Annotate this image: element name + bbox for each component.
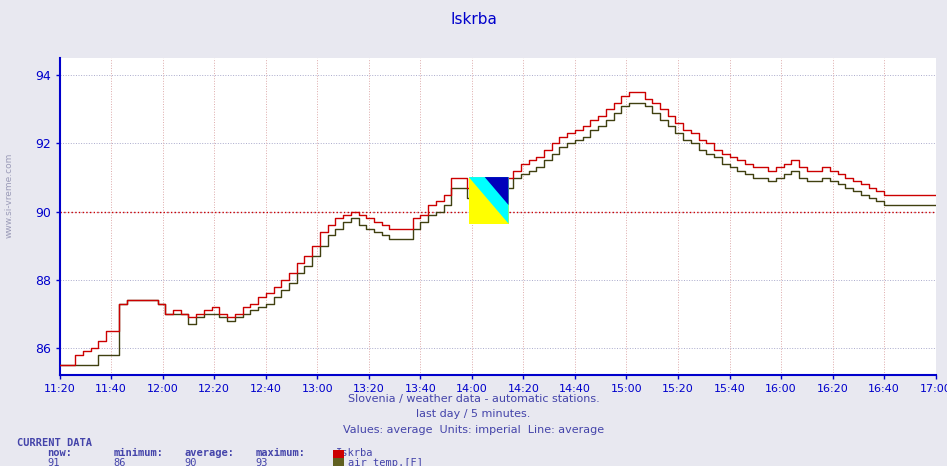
Text: maximum:: maximum: — [256, 448, 306, 458]
Text: Slovenia / weather data - automatic stations.: Slovenia / weather data - automatic stat… — [348, 394, 599, 404]
Text: 91: 91 — [47, 458, 60, 466]
Polygon shape — [469, 177, 509, 224]
Text: 93: 93 — [256, 458, 268, 466]
Text: Iskrba: Iskrba — [336, 448, 374, 458]
Text: CURRENT DATA: CURRENT DATA — [17, 438, 92, 448]
Text: average:: average: — [185, 448, 235, 458]
Text: Values: average  Units: imperial  Line: average: Values: average Units: imperial Line: av… — [343, 425, 604, 434]
Text: 90: 90 — [185, 458, 197, 466]
Text: www.si-vreme.com: www.si-vreme.com — [5, 153, 14, 239]
Polygon shape — [469, 177, 509, 224]
Text: last day / 5 minutes.: last day / 5 minutes. — [417, 409, 530, 419]
Text: air temp.[F]: air temp.[F] — [348, 458, 423, 466]
Text: minimum:: minimum: — [114, 448, 164, 458]
Text: Iskrba: Iskrba — [450, 12, 497, 27]
Text: now:: now: — [47, 448, 72, 458]
Text: 86: 86 — [114, 458, 126, 466]
Polygon shape — [485, 177, 509, 205]
